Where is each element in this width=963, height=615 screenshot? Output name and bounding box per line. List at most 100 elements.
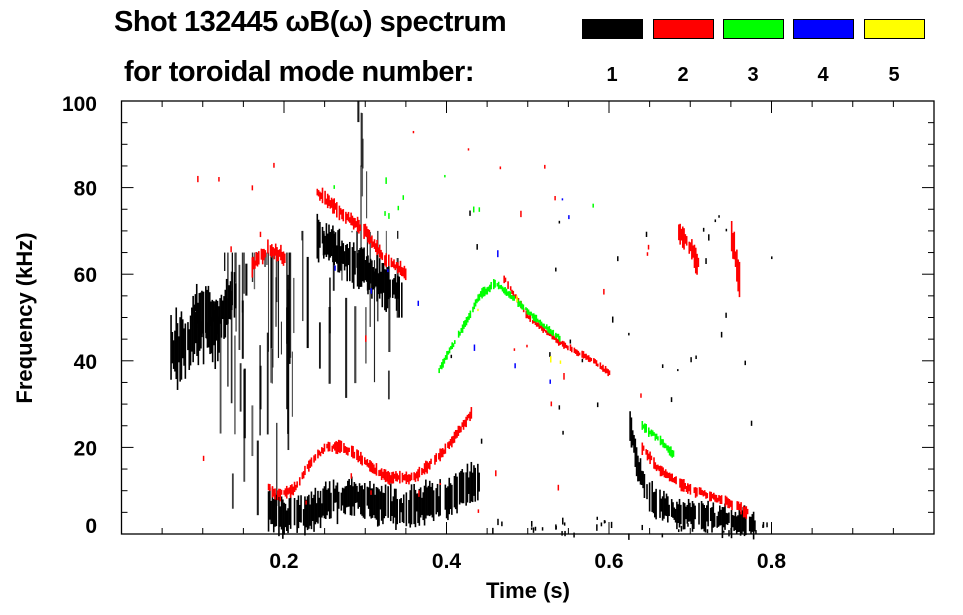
spectrum-mark (645, 231, 648, 237)
spectrum-mark (426, 487, 428, 516)
spectrum-mark (481, 288, 483, 299)
spectrum-mark (198, 293, 201, 328)
spectrum-mark (339, 246, 342, 271)
spectrum-mark (762, 524, 764, 529)
spectrum-mark (648, 427, 650, 437)
spectrum-mark (674, 508, 677, 523)
spectrum-mark (381, 262, 384, 308)
spectrum-mark (192, 295, 194, 363)
spectrum-mark (715, 494, 718, 503)
spectrum-mark (477, 294, 479, 302)
spectrum-mark (275, 494, 278, 527)
spectrum-mark (719, 495, 722, 505)
spectrum-mark (223, 296, 225, 339)
spectrum-mark (685, 485, 688, 493)
spectrum-mark (388, 472, 391, 485)
spectrum-mark (586, 355, 589, 360)
spectrum-mark (174, 330, 176, 372)
spectrum-mark (725, 512, 728, 525)
spectrum-mark (328, 224, 330, 261)
spectrum-mark (341, 245, 343, 281)
spectrum-mark (651, 480, 654, 512)
spectrum-mark (679, 478, 681, 488)
spectrum-mark (661, 466, 663, 477)
spectrum-mark (672, 477, 675, 483)
spectrum-mark (399, 470, 401, 484)
spectrum-mark (347, 480, 349, 507)
spectrum-mark (292, 486, 295, 496)
spectrum-mark (596, 402, 599, 408)
spectrum-mark (353, 451, 356, 459)
spectrum-mark (661, 496, 664, 521)
spectrum-mark (529, 314, 531, 322)
spectrum-mark (536, 318, 539, 322)
spectrum-mark (418, 488, 421, 526)
chart-subtitle: for toroidal mode number: (124, 56, 475, 88)
spectrum-mark (664, 443, 667, 449)
spectrum-mark (301, 472, 304, 480)
spectrum-mark (456, 476, 458, 514)
spectrum-mark (278, 488, 280, 497)
spectrum-mark (191, 307, 193, 352)
spectrum-mark (410, 472, 413, 481)
spectrum-mark (698, 502, 700, 525)
spectrum-mark (526, 344, 528, 348)
spectrum-mark (394, 274, 397, 299)
spectrum-mark (691, 500, 694, 532)
spectrum-mark (379, 469, 382, 476)
spectrum-mark (285, 510, 288, 532)
spectrum-mark (309, 459, 311, 469)
spectrum-mark (230, 271, 233, 404)
spectrum-mark (308, 494, 310, 529)
legend-swatch-mode-5 (864, 19, 925, 39)
spectrum-mark (643, 473, 646, 499)
spectrum-mark (422, 468, 425, 474)
spectrum-mark (667, 472, 670, 479)
spectrum-mark (400, 498, 402, 513)
y-tick-label: 0 (85, 515, 97, 538)
spectrum-mark (205, 286, 207, 333)
spectrum-mark (581, 350, 583, 358)
spectrum-mark (397, 230, 399, 239)
spectrum-mark (202, 455, 205, 462)
spectrum-mark (360, 451, 362, 465)
spectrum-mark (255, 252, 257, 266)
spectrum-mark (271, 486, 274, 498)
spectrum-mark (453, 340, 456, 344)
spectrum-mark (374, 467, 376, 475)
spectrum-mark (726, 513, 729, 525)
spectrum-mark (537, 322, 539, 327)
spectrum-mark (322, 488, 324, 516)
spectrum-mark (422, 492, 425, 521)
spectrum-mark (554, 195, 556, 201)
spectrum-mark (314, 487, 317, 525)
spectrum-mark (655, 433, 658, 440)
spectrum-mark (662, 439, 664, 448)
spectrum-mark (470, 407, 473, 419)
spectrum-mark (552, 334, 555, 340)
spectrum-mark (254, 260, 256, 269)
spectrum-mark (356, 253, 359, 287)
spectrum-mark (197, 175, 199, 183)
spectrum-mark (438, 496, 440, 517)
spectrum-mark (654, 462, 657, 470)
spectrum-mark (497, 281, 500, 290)
spectrum-mark (395, 488, 397, 530)
spectrum-mark (473, 344, 476, 351)
spectrum-mark (346, 213, 348, 221)
spectrum-mark (541, 527, 544, 531)
spectrum-mark (363, 483, 366, 519)
spectrum-mark (225, 278, 228, 325)
spectrum-mark (369, 480, 371, 517)
spectrum-mark (684, 234, 687, 244)
spectrum-mark (370, 288, 372, 294)
spectrum-mark (323, 486, 326, 519)
spectrum-mark (673, 507, 676, 520)
spectrum-mark (355, 221, 358, 228)
spectrum-mark (256, 440, 259, 516)
spectrum-mark (271, 487, 274, 525)
spectrum-mark (428, 480, 431, 517)
spectrum-mark (375, 243, 377, 253)
spectrum-mark (725, 312, 727, 318)
spectrum-mark (227, 252, 229, 387)
